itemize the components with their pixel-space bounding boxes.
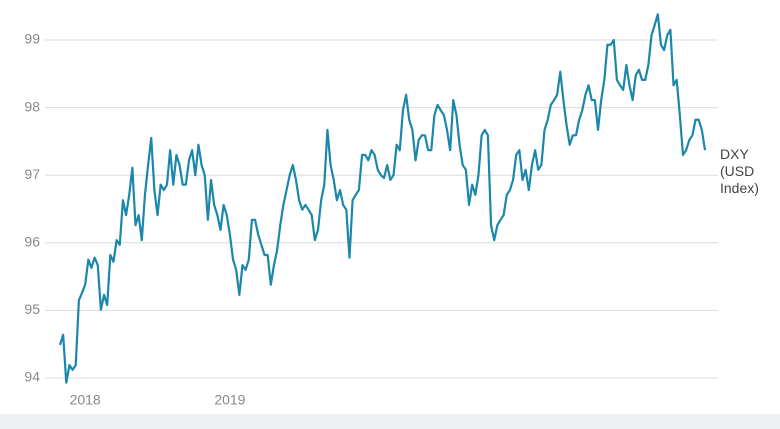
x-tick-label: 2018 — [70, 392, 101, 408]
x-tick-label: 2019 — [214, 392, 245, 408]
y-tick-label: 96 — [24, 234, 40, 250]
series-label: DXY (USD Index) — [720, 146, 759, 196]
y-tick-label: 99 — [24, 31, 40, 47]
footer-band — [0, 414, 780, 429]
y-tick-label: 97 — [24, 166, 40, 182]
y-tick-label: 98 — [24, 98, 40, 114]
y-tick-label: 94 — [24, 369, 40, 385]
data-line — [58, 13, 707, 384]
y-tick-label: 95 — [24, 301, 40, 317]
